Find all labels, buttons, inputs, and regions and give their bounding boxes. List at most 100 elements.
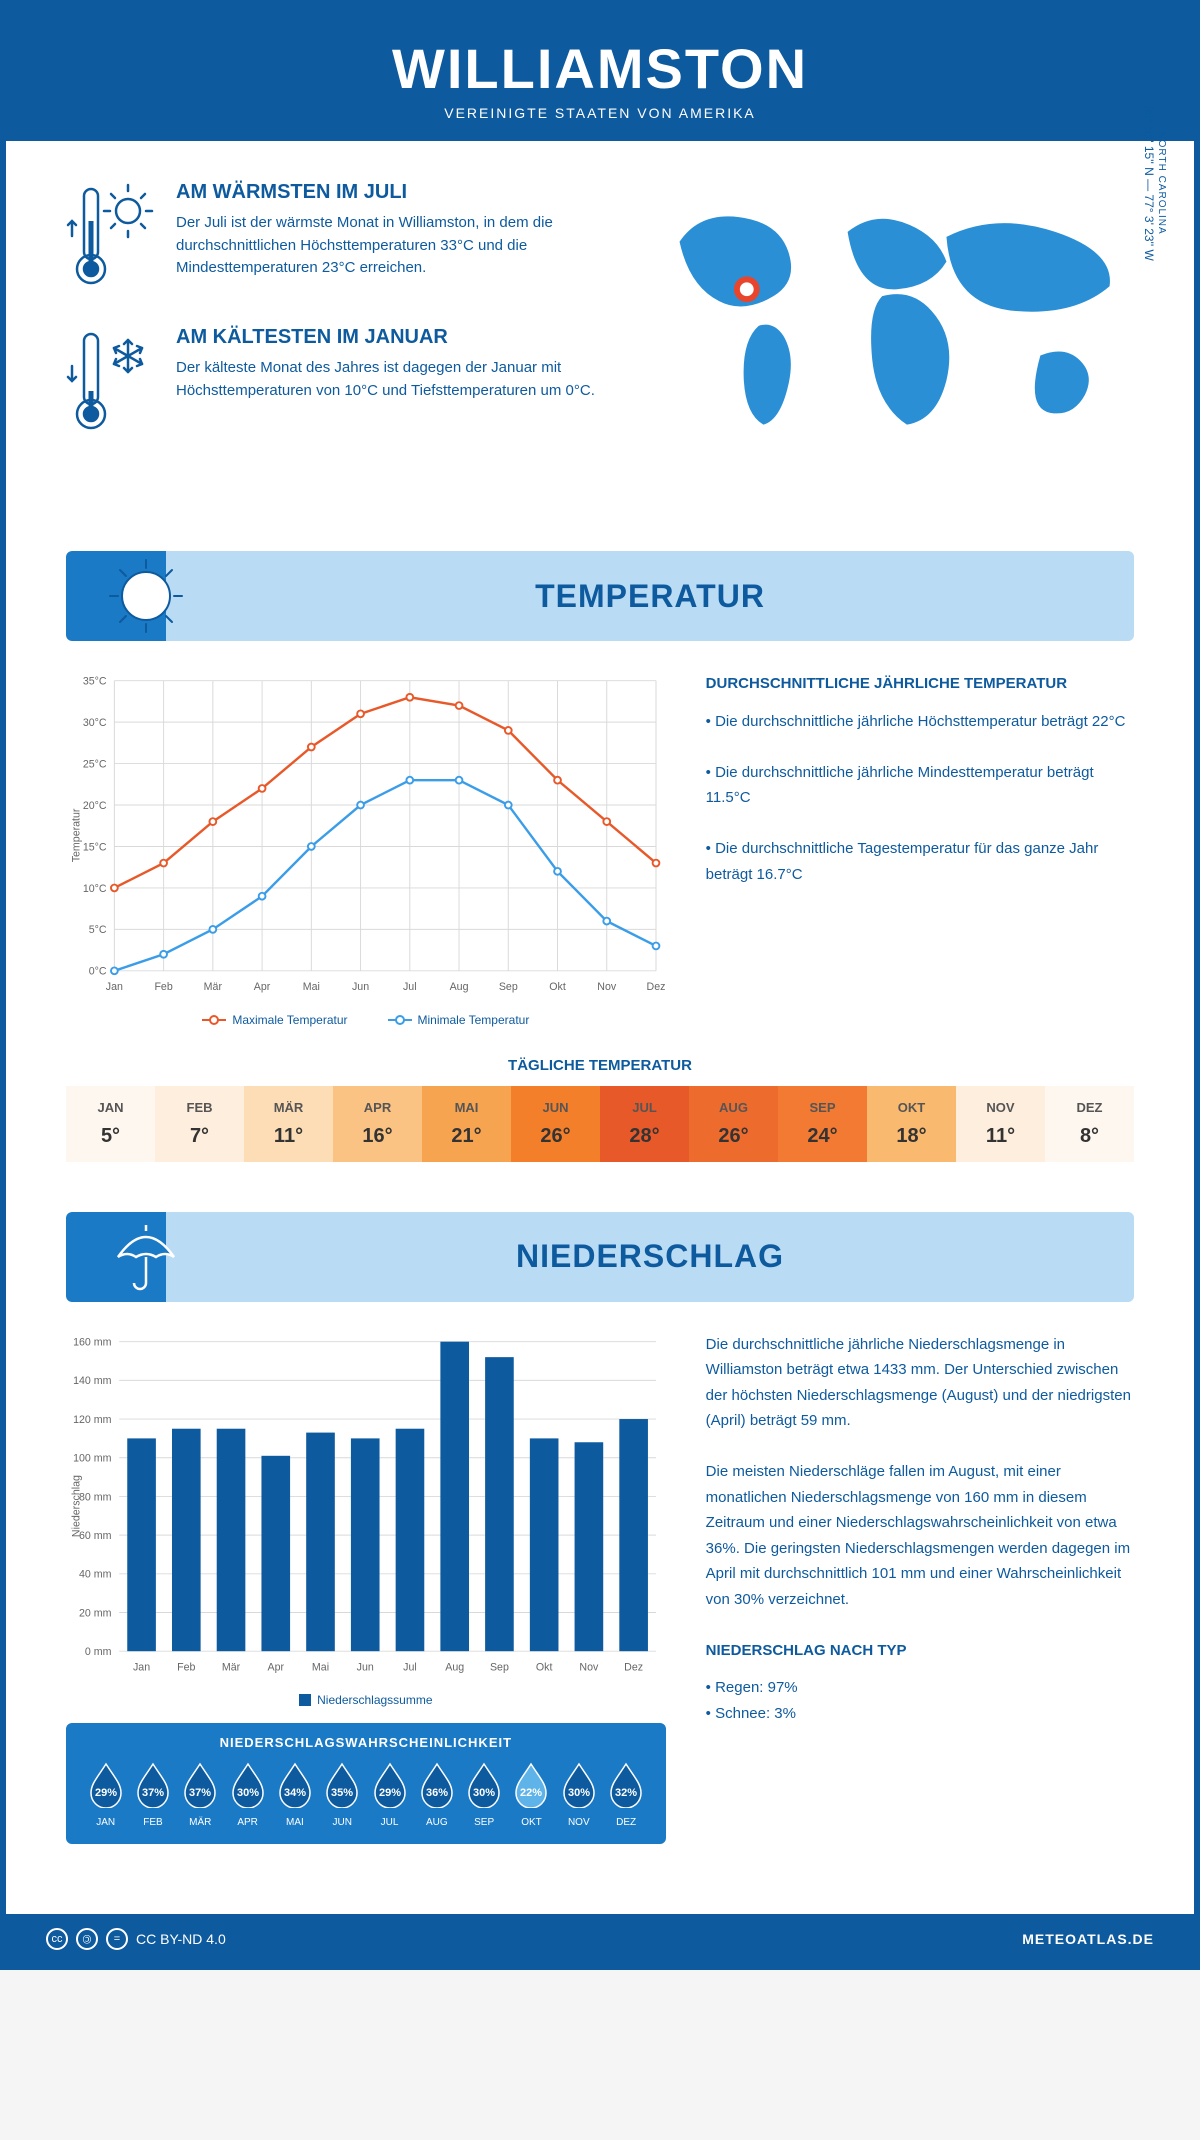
svg-text:Temperatur: Temperatur	[71, 808, 83, 862]
coordinates: NORTH CAROLINA 35° 51' 15'' N — 77° 3' 2…	[1142, 105, 1167, 260]
svg-text:37%: 37%	[142, 1787, 164, 1799]
daily-temp-cell: NOV11°	[956, 1086, 1045, 1162]
svg-text:5°C: 5°C	[89, 924, 107, 936]
svg-text:10°C: 10°C	[83, 883, 107, 895]
temperature-heading: TEMPERATUR	[166, 578, 1134, 615]
svg-text:20°C: 20°C	[83, 800, 107, 812]
daily-temp-table: JAN5°FEB7°MÄR11°APR16°MAI21°JUN26°JUL28°…	[66, 1086, 1134, 1162]
svg-text:32%: 32%	[615, 1787, 637, 1799]
svg-text:Jan: Jan	[106, 981, 123, 993]
daily-temp-cell: MÄR11°	[244, 1086, 333, 1162]
svg-text:160 mm: 160 mm	[73, 1336, 112, 1348]
svg-text:140 mm: 140 mm	[73, 1375, 112, 1387]
svg-text:80 mm: 80 mm	[79, 1491, 112, 1503]
svg-text:Jul: Jul	[403, 981, 417, 993]
coldest-text: Der kälteste Monat des Jahres ist dagege…	[176, 357, 610, 402]
svg-text:0 mm: 0 mm	[85, 1646, 112, 1658]
probability-drop: 34%MAI	[271, 1760, 318, 1828]
svg-text:30%: 30%	[237, 1787, 259, 1799]
svg-text:Nov: Nov	[597, 981, 617, 993]
svg-text:Sep: Sep	[490, 1661, 509, 1673]
svg-text:25°C: 25°C	[83, 758, 107, 770]
probability-drop: 30%APR	[224, 1760, 271, 1828]
daily-temp-cell: JUL28°	[600, 1086, 689, 1162]
probability-drop: 30%NOV	[555, 1760, 602, 1828]
svg-text:40 mm: 40 mm	[79, 1569, 112, 1581]
svg-text:Jun: Jun	[352, 981, 369, 993]
precipitation-banner: NIEDERSCHLAG	[66, 1212, 1134, 1302]
precipitation-probability: NIEDERSCHLAGSWAHRSCHEINLICHKEIT 29%JAN37…	[66, 1723, 666, 1844]
precipitation-heading: NIEDERSCHLAG	[166, 1238, 1134, 1275]
temperature-legend: Maximale Temperatur Minimale Temperatur	[66, 1013, 666, 1027]
page-root: WILLIAMSTON VEREINIGTE STAATEN VON AMERI…	[0, 0, 1200, 1970]
svg-text:Jul: Jul	[403, 1661, 417, 1673]
temperature-summary: DURCHSCHNITTLICHE JÄHRLICHE TEMPERATUR •…	[706, 671, 1134, 1027]
daily-temp-cell: OKT18°	[867, 1086, 956, 1162]
site-name: METEOATLAS.DE	[1022, 1931, 1154, 1947]
svg-text:35°C: 35°C	[83, 676, 107, 688]
svg-text:Dez: Dez	[624, 1661, 643, 1673]
header: WILLIAMSTON VEREINIGTE STAATEN VON AMERI…	[6, 6, 1194, 141]
svg-text:37%: 37%	[189, 1787, 211, 1799]
probability-drop: 29%JAN	[82, 1760, 129, 1828]
svg-text:Okt: Okt	[536, 1661, 553, 1673]
svg-text:100 mm: 100 mm	[73, 1452, 112, 1464]
svg-text:Mai: Mai	[303, 981, 320, 993]
coldest-title: AM KÄLTESTEN IM JANUAR	[176, 326, 610, 349]
svg-text:Mär: Mär	[204, 981, 223, 993]
svg-text:30%: 30%	[568, 1787, 590, 1799]
probability-drop: 37%MÄR	[177, 1760, 224, 1828]
probability-drop: 29%JUL	[366, 1760, 413, 1828]
svg-text:0°C: 0°C	[89, 966, 107, 978]
daily-temp-cell: MAI21°	[422, 1086, 511, 1162]
daily-temp-cell: FEB7°	[155, 1086, 244, 1162]
by-icon: 🄯	[76, 1928, 98, 1950]
svg-text:Okt: Okt	[549, 981, 566, 993]
probability-drop: 36%AUG	[413, 1760, 460, 1828]
svg-text:Aug: Aug	[445, 1661, 464, 1673]
footer: cc 🄯 = CC BY-ND 4.0 METEOATLAS.DE	[6, 1914, 1194, 1964]
svg-text:22%: 22%	[520, 1787, 542, 1799]
probability-drop: 22%OKT	[508, 1760, 555, 1828]
svg-text:29%: 29%	[95, 1787, 117, 1799]
svg-text:Dez: Dez	[647, 981, 666, 993]
svg-text:Feb: Feb	[177, 1661, 195, 1673]
daily-temp-cell: AUG26°	[689, 1086, 778, 1162]
svg-text:20 mm: 20 mm	[79, 1607, 112, 1619]
svg-text:35%: 35%	[331, 1787, 353, 1799]
svg-text:36%: 36%	[426, 1787, 448, 1799]
nd-icon: =	[106, 1928, 128, 1950]
svg-text:Nov: Nov	[579, 1661, 599, 1673]
daily-temp-cell: SEP24°	[778, 1086, 867, 1162]
sun-icon	[106, 556, 186, 636]
daily-temp-cell: JUN26°	[511, 1086, 600, 1162]
location-subtitle: VEREINIGTE STAATEN VON AMERIKA	[26, 105, 1174, 121]
svg-text:15°C: 15°C	[83, 841, 107, 853]
probability-drop: 32%DEZ	[602, 1760, 649, 1828]
svg-text:Mai: Mai	[312, 1661, 329, 1673]
daily-temp-title: TÄGLICHE TEMPERATUR	[66, 1057, 1134, 1074]
precipitation-summary: Die durchschnittliche jährliche Niedersc…	[706, 1332, 1134, 1844]
warmest-text: Der Juli ist der wärmste Monat in Willia…	[176, 212, 610, 280]
probability-drop: 35%JUN	[319, 1760, 366, 1828]
svg-text:Mär: Mär	[222, 1661, 241, 1673]
svg-text:Feb: Feb	[154, 981, 172, 993]
daily-temp-cell: APR16°	[333, 1086, 422, 1162]
svg-text:Apr: Apr	[267, 1661, 284, 1673]
svg-text:60 mm: 60 mm	[79, 1530, 112, 1542]
intro-section: AM WÄRMSTEN IM JULI Der Juli ist der wär…	[6, 141, 1194, 551]
temperature-line-chart: 0°C5°C10°C15°C20°C25°C30°C35°CJanFebMärA…	[66, 671, 666, 1000]
svg-text:29%: 29%	[379, 1787, 401, 1799]
svg-text:120 mm: 120 mm	[73, 1414, 112, 1426]
warmest-title: AM WÄRMSTEN IM JULI	[176, 181, 610, 204]
location-title: WILLIAMSTON	[26, 36, 1174, 101]
license: cc 🄯 = CC BY-ND 4.0	[46, 1928, 226, 1950]
svg-text:Jun: Jun	[357, 1661, 374, 1673]
svg-text:Apr: Apr	[254, 981, 271, 993]
cc-icon: cc	[46, 1928, 68, 1950]
precipitation-bar-chart: 0 mm 20 mm 40 mm 60 mm 80 mm 100 mm 120 mm 140 …	[66, 1332, 666, 1680]
thermometer-sun-icon	[66, 181, 156, 296]
temperature-banner: TEMPERATUR	[66, 551, 1134, 641]
thermometer-snow-icon	[66, 326, 156, 441]
daily-temp-cell: JAN5°	[66, 1086, 155, 1162]
